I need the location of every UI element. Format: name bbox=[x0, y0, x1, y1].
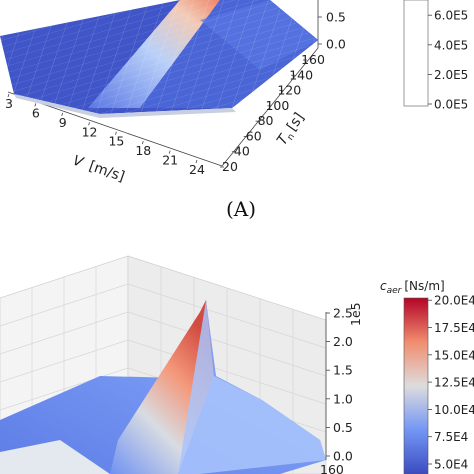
panel-a-y-tick-label: 20 bbox=[222, 159, 238, 174]
panel-a-y-tick-label: 80 bbox=[258, 113, 274, 128]
panel-b-colorbar-tick-label: 10.0E4 bbox=[434, 403, 474, 417]
panel-a-x-tick-label: 18 bbox=[135, 143, 151, 158]
panel-a-y-tick-label: 40 bbox=[234, 144, 250, 159]
panel-a: 0.0 0.5 3 6 9 12 15 18 21 24 2040608010012014016… bbox=[0, 0, 468, 221]
panel-b-z-tick-label: 0.0 bbox=[333, 449, 353, 464]
panel-b-grid-line bbox=[0, 283, 327, 349]
panel-b-z-tick-label: 1.5 bbox=[333, 363, 353, 378]
panel-a-colorbar-tick-label: 4.0E5 bbox=[434, 38, 468, 52]
panel-a-y-tick-label: 160 bbox=[301, 52, 325, 67]
panel-b-colorbar-title: caer [Ns/m] bbox=[380, 279, 445, 296]
panel-a-colorbar-tick-label: 0.0E5 bbox=[434, 98, 468, 112]
panel-a-z-tick-label: 0.0 bbox=[326, 37, 346, 52]
panel-b-surface-ridge-right bbox=[178, 300, 326, 474]
panel-b: 0.0 0.5 1.0 1.5 2.0 2.5 1e5 160 caer [Ns/m] 5.… bbox=[0, 255, 474, 474]
panel-a-colorbar bbox=[403, 0, 429, 107]
panel-a-y-tick-label: 60 bbox=[246, 128, 262, 143]
panel-b-colorbar-tick-label: 7.5E4 bbox=[434, 430, 468, 444]
panel-b-z-offset: 1e5 bbox=[348, 302, 363, 326]
panel-a-x-tick-mark bbox=[168, 150, 171, 154]
panel-a-x-tick-mark bbox=[115, 131, 117, 135]
panel-b-colorbar-tick-label: 15.0E4 bbox=[434, 348, 474, 362]
panel-a-x-tick-label: 15 bbox=[108, 134, 124, 149]
panel-a-x-tick-label: 6 bbox=[32, 105, 40, 120]
panel-b-y-tick-160: 160 bbox=[320, 462, 344, 474]
panel-a-y-tick-label: 120 bbox=[277, 83, 301, 98]
panel-a-x-tick-label: 9 bbox=[59, 115, 67, 130]
panel-b-grid-line bbox=[0, 311, 327, 377]
panel-a-y-axis-label: Tn[s] bbox=[274, 110, 309, 149]
panel-a-x-axis-label: V [m/s] bbox=[71, 153, 127, 186]
panel-a-x-tick-label: 21 bbox=[162, 153, 178, 168]
panel-a-x-tick-mark bbox=[141, 141, 144, 145]
panel-a-colorbar-tick-label: 2.0E5 bbox=[434, 68, 468, 82]
panel-a-x-tick-label: 12 bbox=[82, 124, 98, 139]
panel-b-z-ticks: 0.0 0.5 1.0 1.5 2.0 2.5 bbox=[326, 306, 353, 464]
panel-a-y-tick-label: 140 bbox=[289, 67, 313, 82]
panel-b-grid-line bbox=[0, 339, 327, 405]
panel-a-z-ticks: 0.0 0.5 bbox=[318, 10, 346, 52]
panel-a-y-axis-line bbox=[221, 47, 319, 167]
panel-a-x-ticks: 3 6 9 12 15 18 21 24 bbox=[5, 93, 205, 177]
panel-a-label: (A) bbox=[226, 197, 256, 221]
panel-b-z-tick-label: 0.5 bbox=[333, 420, 353, 435]
panel-a-x-tick-label: 24 bbox=[189, 162, 205, 177]
panel-b-z-tick-label: 1.0 bbox=[333, 391, 353, 406]
panel-b-z-tick-label: 2.5 bbox=[333, 306, 353, 321]
panel-a-surface-mesh bbox=[0, 0, 318, 114]
panel-a-x-tick-mark bbox=[88, 122, 90, 126]
panel-a-surface-front-edge bbox=[14, 94, 236, 118]
panel-a-x-tick-mark bbox=[34, 103, 37, 107]
panel-b-surface-front bbox=[0, 440, 110, 474]
panel-a-z-tick-label: 0.5 bbox=[326, 10, 346, 25]
panel-a-colorbar-tick-label: 6.0E5 bbox=[434, 9, 468, 23]
panel-b-z-tick-label: 2.0 bbox=[333, 334, 353, 349]
panel-b-colorbar-tick-label: 5.0E4 bbox=[434, 458, 468, 472]
panel-b-colorbar-tick-label: 20.0E4 bbox=[434, 294, 474, 308]
panel-a-y-tick-label: 100 bbox=[265, 98, 289, 113]
panel-b-colorbar-tick-label: 12.5E4 bbox=[434, 376, 474, 390]
panel-a-x-tick-mark bbox=[7, 93, 10, 98]
panel-a-x-tick-mark bbox=[61, 112, 64, 116]
panel-b-colorbar-tick-label: 17.5E4 bbox=[434, 321, 474, 335]
panel-a-x-tick-mark bbox=[195, 159, 198, 164]
panel-a-colorbar-ticks: 0.0E5 2.0E5 4.0E5 6.0E5 bbox=[428, 9, 468, 112]
panel-a-x-tick-label: 3 bbox=[5, 96, 13, 111]
panel-b-colorbar-ticks: 5.0E4 7.5E4 10.0E4 12.5E4 15.0E4 17.5E4 20.0E4 bbox=[428, 294, 474, 472]
panel-b-colorbar bbox=[403, 297, 429, 474]
